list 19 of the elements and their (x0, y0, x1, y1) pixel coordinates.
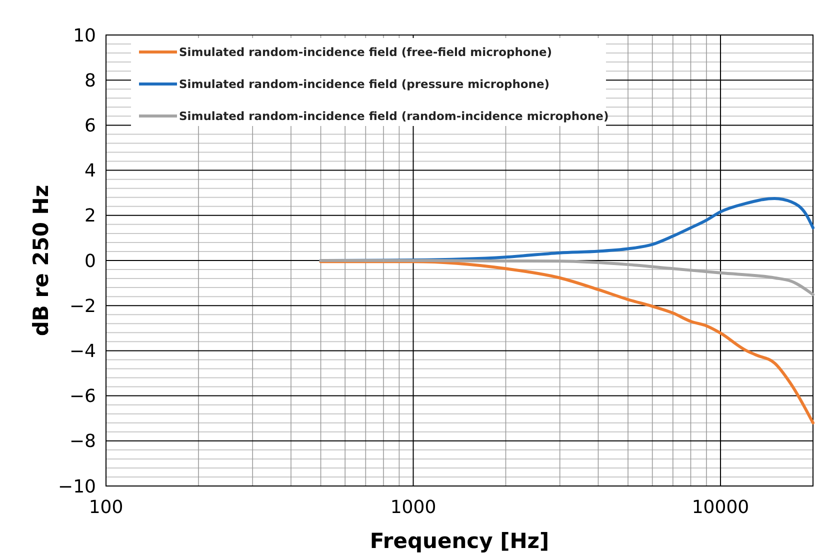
x-tick-label: 10000 (692, 497, 750, 518)
y-tick-label: 6 (84, 116, 96, 136)
y-tick-label: 2 (84, 206, 96, 227)
y-tick-label: 4 (84, 160, 96, 182)
y-tick-label: 10 (73, 25, 96, 46)
y-tick-label: −8 (69, 431, 96, 452)
x-tick-label: 1000 (390, 497, 436, 518)
y-tick-label: −10 (58, 476, 96, 498)
x-tick-label: 100 (88, 497, 124, 518)
legend-label: Simulated random-incidence field (free-field microphone) (179, 45, 552, 60)
y-tick-label: −4 (69, 341, 96, 362)
y-tick-label: −2 (69, 296, 96, 317)
legend-label: Simulated random-incidence field (random-incidence microphone) (179, 109, 609, 124)
y-axis-title: dB re 250 Hz (29, 184, 53, 336)
y-tick-label: 8 (84, 70, 96, 92)
legend-label: Simulated random-incidence field (pressure microphone) (179, 77, 550, 92)
x-axis-title: Frequency [Hz] (370, 529, 550, 553)
y-tick-label: −6 (69, 386, 96, 408)
y-tick-label: 0 (84, 250, 96, 272)
